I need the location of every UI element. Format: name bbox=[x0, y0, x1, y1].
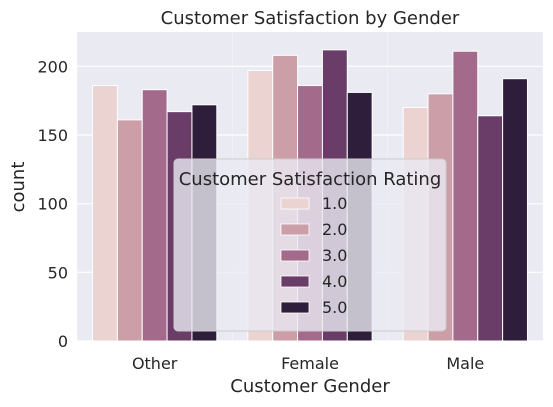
legend-items: 1.0 2.0 3.0 4.0 5.0 bbox=[280, 194, 347, 317]
x-tick-label: Male bbox=[446, 354, 484, 373]
legend-swatch bbox=[280, 275, 310, 288]
legend: Customer Satisfaction Rating 1.0 2.0 3.0 4.… bbox=[173, 158, 447, 332]
legend-label: 4.0 bbox=[322, 272, 347, 291]
bar-other-3-0 bbox=[141, 89, 168, 342]
legend-swatch bbox=[280, 249, 310, 262]
legend-box bbox=[173, 158, 447, 332]
x-tick-label: Other bbox=[132, 354, 178, 373]
y-axis-label: count bbox=[8, 162, 29, 213]
bar-other-2-0 bbox=[116, 119, 143, 342]
bar-male-3-0 bbox=[452, 50, 479, 342]
legend-label: 1.0 bbox=[322, 194, 347, 213]
x-axis-label: Customer Gender bbox=[230, 376, 390, 397]
bar-other-1-0 bbox=[92, 85, 118, 342]
y-tick-labels: 0 50 100 150 200 bbox=[37, 57, 68, 351]
legend-swatch bbox=[280, 223, 310, 236]
legend-label: 2.0 bbox=[322, 220, 347, 239]
y-tick-label: 150 bbox=[37, 126, 68, 145]
x-tick-labels: Other Female Male bbox=[132, 354, 484, 373]
y-tick-label: 50 bbox=[48, 263, 68, 282]
x-tick-label: Female bbox=[281, 354, 339, 373]
legend-swatch bbox=[280, 301, 310, 314]
legend-label: 5.0 bbox=[322, 298, 347, 317]
y-tick-label: 200 bbox=[37, 57, 68, 76]
legend-swatch bbox=[280, 197, 310, 210]
legend-label: 3.0 bbox=[322, 246, 347, 265]
y-tick-label: 0 bbox=[58, 332, 68, 351]
legend-title: Customer Satisfaction Rating bbox=[179, 169, 442, 190]
bar-male-5-0 bbox=[502, 78, 528, 342]
y-tick-label: 100 bbox=[37, 195, 68, 214]
bar-male-4-0 bbox=[477, 115, 504, 342]
chart-title: Customer Satisfaction by Gender bbox=[161, 8, 460, 29]
